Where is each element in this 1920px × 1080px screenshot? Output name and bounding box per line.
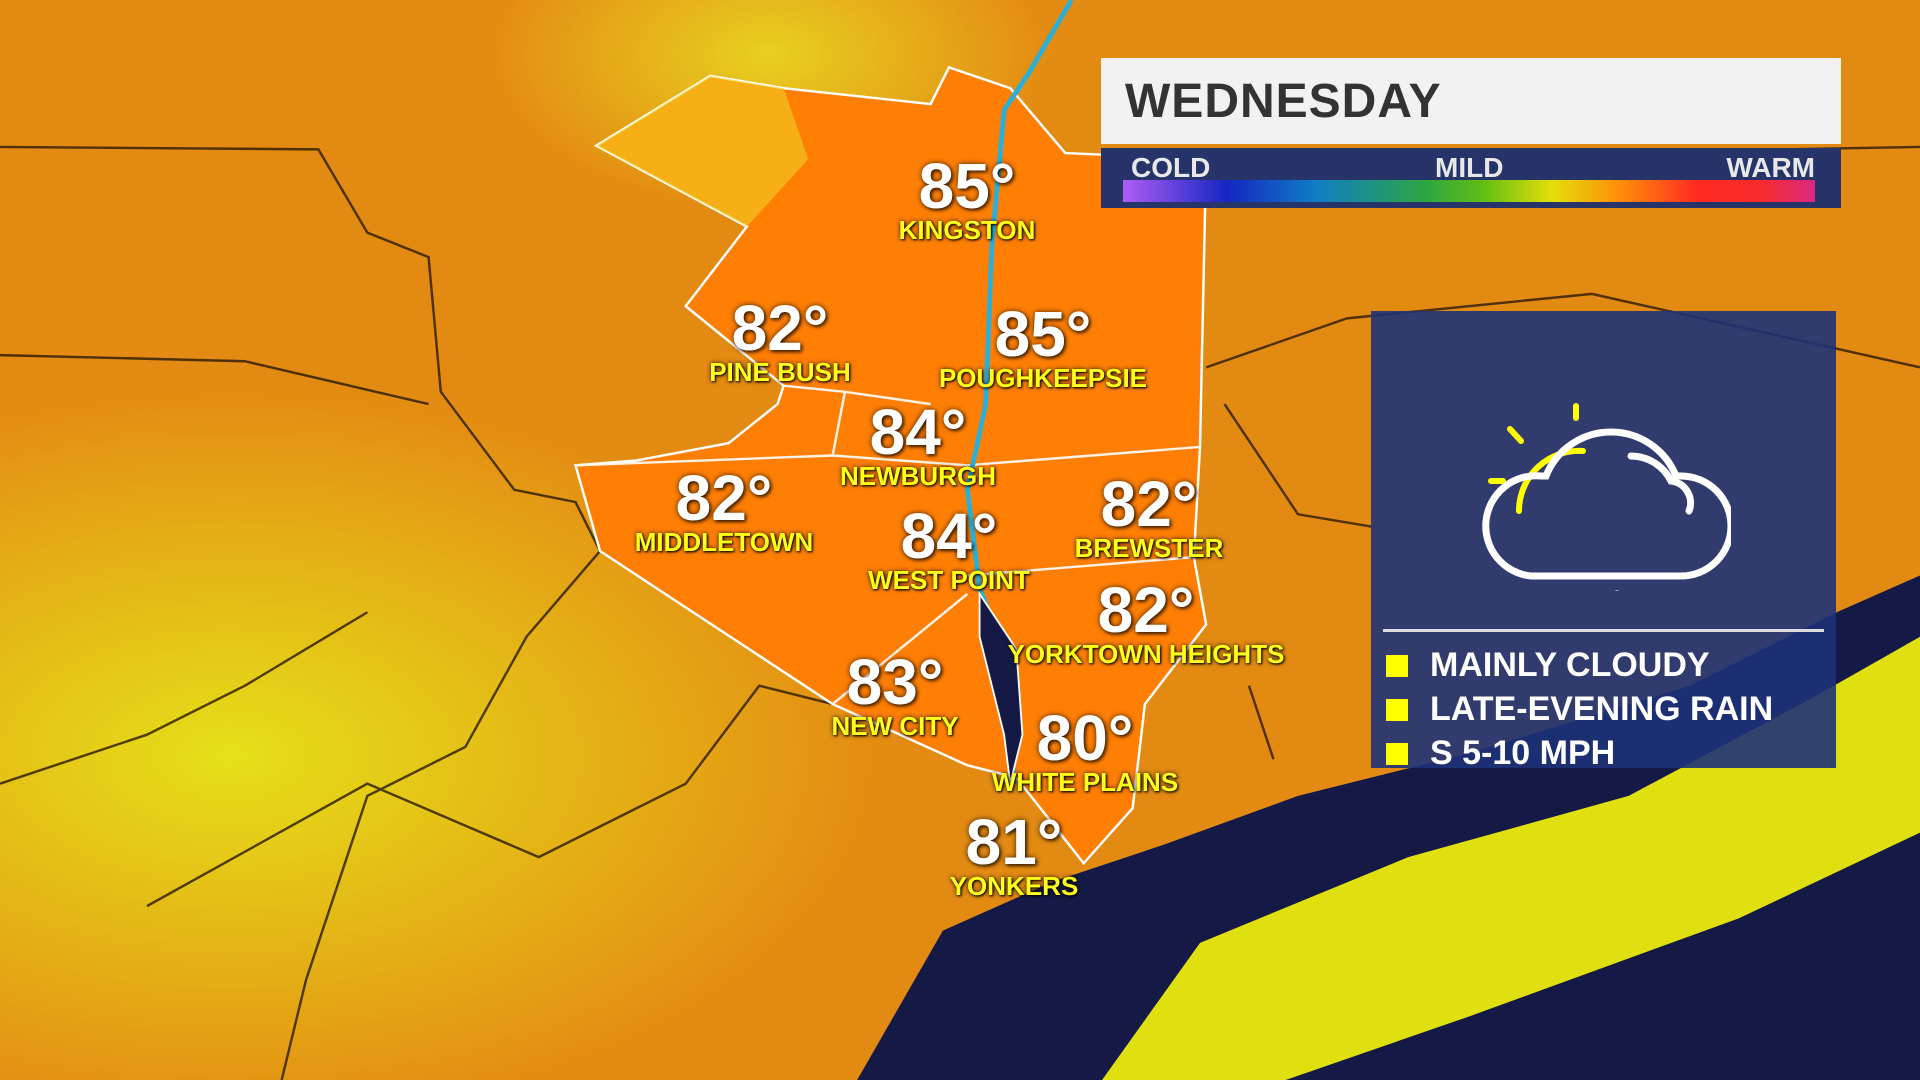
bullet-icon	[1386, 698, 1408, 721]
city-brewster: 82° BREWSTER	[1074, 468, 1224, 563]
temperature: 80°	[1036, 702, 1134, 774]
forecast-region	[573, 65, 1208, 866]
title-bar: WEDNESDAY	[1101, 58, 1841, 144]
city-name: NEWBURGH	[840, 461, 996, 491]
city-west-point: 84° WEST POINT	[868, 500, 1030, 595]
bullet-icon	[1386, 742, 1408, 765]
temperature: 84°	[900, 500, 998, 572]
city-name: WHITE PLAINS	[991, 767, 1179, 797]
condition-item: S 5-10 MPH	[1386, 734, 1615, 773]
city-name: PINE BUSH	[709, 357, 851, 387]
condition-item: LATE-EVENING RAIN	[1386, 690, 1773, 729]
city-yonkers: 81° YONKERS	[949, 806, 1079, 901]
city-name: POUGHKEEPSIE	[938, 363, 1148, 393]
scale-gradient-bar	[1123, 180, 1815, 202]
scale-cold-label: COLD	[1131, 152, 1211, 183]
temperature-scale: COLD MILD WARM	[1101, 148, 1841, 208]
temperature: 83°	[846, 646, 944, 718]
city-name: YORKTOWN HEIGHTS	[1007, 639, 1285, 669]
temperature: 82°	[731, 292, 829, 364]
scale-mild-label: MILD	[1435, 152, 1504, 183]
divider	[1383, 629, 1824, 632]
day-header: WEDNESDAY COLD MILD WARM	[1101, 58, 1841, 208]
city-yorktown-heights: 82° YORKTOWN HEIGHTS	[1007, 574, 1285, 669]
city-middletown: 82° MIDDLETOWN	[634, 462, 814, 557]
forecast-panel: MAINLY CLOUDY LATE-EVENING RAIN S 5-10 M…	[1371, 311, 1836, 772]
temperature: 85°	[918, 150, 1016, 222]
condition-text: MAINLY CLOUDY	[1430, 646, 1710, 684]
city-name: YONKERS	[949, 871, 1079, 901]
city-newburgh: 84° NEWBURGH	[840, 396, 996, 491]
temperature: 82°	[675, 462, 773, 534]
city-name: WEST POINT	[868, 565, 1030, 595]
city-name: BREWSTER	[1074, 533, 1224, 563]
condition-text: S 5-10 MPH	[1430, 734, 1616, 772]
condition-text: LATE-EVENING RAIN	[1430, 690, 1774, 728]
bullet-icon	[1386, 654, 1408, 677]
temperature: 82°	[1100, 468, 1198, 540]
city-kingston: 85° KINGSTON	[898, 150, 1036, 245]
day-title: WEDNESDAY	[1125, 74, 1442, 128]
city-name: MIDDLETOWN	[634, 527, 814, 557]
temperature: 82°	[1097, 574, 1195, 646]
scale-warm-label: WARM	[1726, 152, 1815, 183]
long-island	[1102, 636, 1920, 1080]
city-name: KINGSTON	[898, 215, 1036, 245]
temperature: 84°	[869, 396, 967, 468]
city-poughkeepsie: 85° POUGHKEEPSIE	[938, 298, 1148, 393]
condition-item: MAINLY CLOUDY	[1386, 646, 1710, 685]
city-new-city: 83° NEW CITY	[831, 646, 959, 741]
city-white-plains: 80° WHITE PLAINS	[991, 702, 1179, 797]
city-pine-bush: 82° PINE BUSH	[709, 292, 851, 387]
temperature: 85°	[994, 298, 1092, 370]
partly-cloudy-icon	[1482, 403, 1731, 591]
city-name: NEW CITY	[831, 711, 959, 741]
temperature: 81°	[965, 806, 1063, 878]
